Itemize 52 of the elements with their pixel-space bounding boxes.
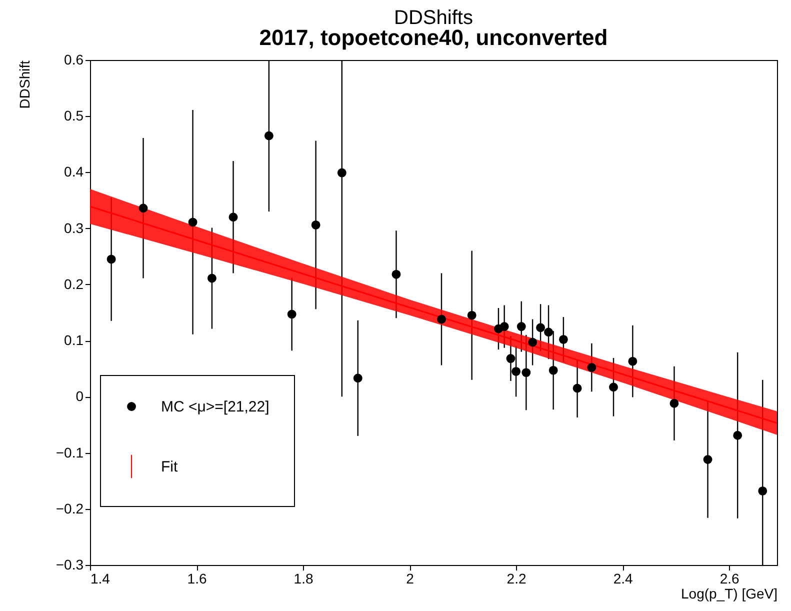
x-tick-label: 1.8 <box>294 570 314 586</box>
y-tick-label: −0.2 <box>56 500 84 516</box>
point <box>758 486 768 496</box>
point <box>287 310 296 319</box>
point <box>188 218 198 227</box>
point <box>587 363 596 372</box>
x-tick-label: 1.6 <box>187 570 207 586</box>
point <box>572 384 582 393</box>
point <box>528 338 538 347</box>
point <box>506 354 516 363</box>
x-tick-label: 2.6 <box>720 570 740 586</box>
point <box>558 334 568 344</box>
point <box>548 366 558 375</box>
point <box>392 270 401 279</box>
point <box>733 430 742 440</box>
y-tick-label: 0.2 <box>64 276 84 292</box>
point <box>467 310 476 320</box>
point <box>228 212 238 222</box>
y-tick-label: 0.1 <box>64 332 84 348</box>
x-axis-title: Log(p_T) [GeV] <box>681 586 778 602</box>
legend-label: Fit <box>161 458 178 476</box>
x-tick-label: 1.4 <box>90 570 110 586</box>
point <box>609 382 618 392</box>
point <box>670 398 679 408</box>
y-tick-label: 0.3 <box>64 220 84 236</box>
point <box>544 328 554 337</box>
y-tick-label: 0 <box>76 388 84 404</box>
y-tick-label: 0.4 <box>64 164 84 180</box>
x-tick-label: 2.4 <box>613 570 633 586</box>
point <box>437 314 446 324</box>
point <box>516 322 526 331</box>
y-tick-label: −0.3 <box>56 556 84 572</box>
x-tick-label: 2 <box>406 570 414 586</box>
point <box>106 254 116 264</box>
point <box>628 356 638 366</box>
legend-label: MC <μ>=[21,22] <box>161 398 270 416</box>
point <box>500 322 509 331</box>
point <box>536 323 546 332</box>
point <box>207 274 216 283</box>
point <box>512 366 521 376</box>
point <box>138 204 148 213</box>
point <box>522 368 531 377</box>
x-tick-label: 2.2 <box>506 570 526 586</box>
y-tick-label: 0.5 <box>64 108 84 124</box>
y-tick-label: −0.1 <box>56 444 84 460</box>
y-tick-label: 0.6 <box>64 52 84 68</box>
point <box>337 168 346 178</box>
point <box>264 131 274 140</box>
point <box>703 455 712 464</box>
y-axis-title: DDShift <box>16 60 32 109</box>
point <box>353 374 362 383</box>
point <box>311 220 320 230</box>
